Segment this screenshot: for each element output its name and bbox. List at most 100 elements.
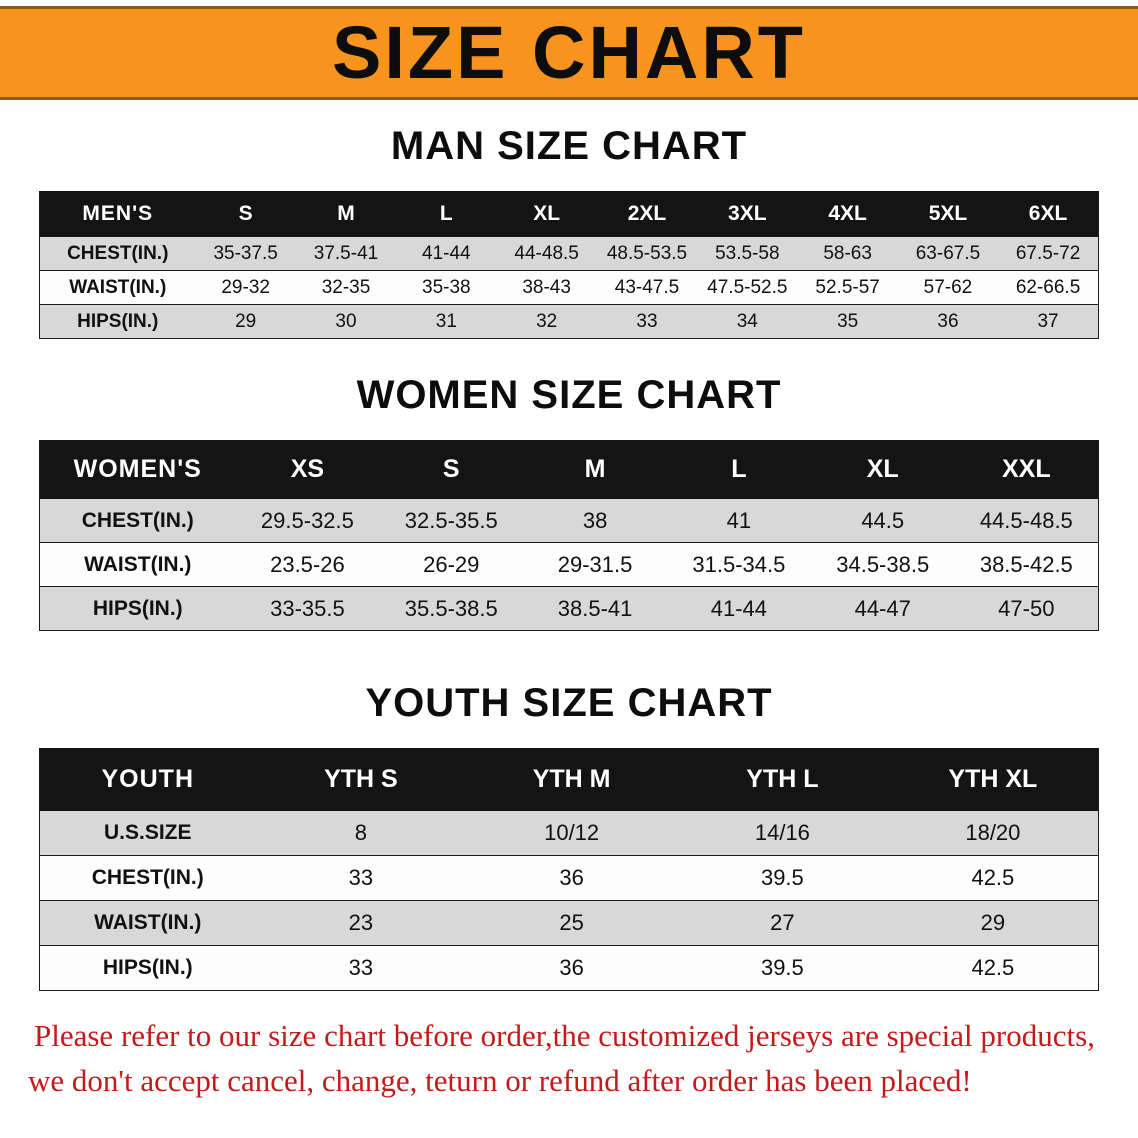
women-table-header-row: WOMEN'S XS S M L XL XXL (39, 440, 1099, 499)
table-cell: 38.5-42.5 (954, 542, 1099, 587)
table-cell: 32-35 (295, 270, 397, 305)
table-cell: 33 (255, 945, 467, 991)
men-chest-row: CHEST(IN.) 35-37.5 37.5-41 41-44 44-48.5… (39, 236, 1099, 271)
table-cell: 18/20 (887, 810, 1099, 856)
size-chart-page: { "banner": { "title": "SIZE CHART" }, "… (0, 6, 1138, 1138)
row-label: HIPS(IN.) (39, 304, 196, 339)
table-cell: 33-35.5 (235, 586, 380, 631)
table-cell: 63-67.5 (897, 236, 999, 271)
table-cell: 44-47 (810, 586, 955, 631)
table-cell: 31.5-34.5 (666, 542, 811, 587)
youth-section-heading: YOUTH SIZE CHART (365, 681, 773, 725)
table-cell: 29.5-32.5 (235, 498, 380, 543)
row-label: CHEST(IN.) (39, 236, 196, 271)
men-size-table: MEN'S S M L XL 2XL 3XL 4XL 5XL 6XL CHEST… (39, 191, 1099, 339)
table-cell: 37.5-41 (295, 236, 397, 271)
table-cell: 26-29 (379, 542, 524, 587)
table-cell: 62-66.5 (998, 270, 1099, 305)
women-chest-row: CHEST(IN.) 29.5-32.5 32.5-35.5 38 41 44.… (39, 498, 1099, 543)
women-size-column-header: XXL (954, 440, 1099, 499)
table-cell: 41-44 (396, 236, 497, 271)
row-label: WAIST(IN.) (39, 900, 256, 946)
men-size-column-header: S (195, 191, 296, 237)
youth-size-column-header: YTH L (677, 748, 888, 811)
table-cell: 35.5-38.5 (379, 586, 524, 631)
table-cell: 41-44 (666, 586, 811, 631)
women-size-column-header: M (523, 440, 667, 499)
table-cell: 48.5-53.5 (596, 236, 698, 271)
row-label: WAIST(IN.) (39, 270, 196, 305)
men-table-corner-label: MEN'S (39, 191, 196, 237)
youth-hips-row: HIPS(IN.) 33 36 39.5 42.5 (39, 945, 1099, 991)
table-cell: 57-62 (897, 270, 999, 305)
table-cell: 8 (255, 810, 467, 856)
men-size-column-header: XL (496, 191, 597, 237)
women-size-column-header: XS (235, 440, 380, 499)
banner-title: SIZE CHART (332, 11, 806, 94)
women-table-corner-label: WOMEN'S (39, 440, 236, 499)
table-cell: 29 (195, 304, 296, 339)
row-label: HIPS(IN.) (39, 945, 256, 991)
table-cell: 35-38 (396, 270, 497, 305)
table-cell: 67.5-72 (998, 236, 1099, 271)
table-cell: 36 (466, 945, 677, 991)
youth-size-table: YOUTH YTH S YTH M YTH L YTH XL U.S.SIZE … (39, 748, 1099, 991)
men-hips-row: HIPS(IN.) 29 30 31 32 33 34 35 36 37 (39, 304, 1099, 339)
table-cell: 38 (523, 498, 667, 543)
table-cell: 58-63 (797, 236, 898, 271)
note-line-2: we don't accept cancel, change, teturn o… (28, 1063, 972, 1098)
men-table-header-row: MEN'S S M L XL 2XL 3XL 4XL 5XL 6XL (39, 191, 1099, 237)
men-waist-row: WAIST(IN.) 29-32 32-35 35-38 38-43 43-47… (39, 270, 1099, 305)
table-cell: 39.5 (677, 945, 888, 991)
table-cell: 32 (496, 304, 597, 339)
table-cell: 35-37.5 (195, 236, 296, 271)
women-hips-row: HIPS(IN.) 33-35.5 35.5-38.5 38.5-41 41-4… (39, 586, 1099, 631)
size-chart-banner: SIZE CHART (0, 6, 1138, 100)
table-cell: 44.5-48.5 (954, 498, 1099, 543)
row-label: WAIST(IN.) (39, 542, 236, 587)
men-section-heading: MAN SIZE CHART (390, 124, 748, 168)
table-cell: 42.5 (887, 855, 1099, 901)
men-size-column-header: 5XL (897, 191, 999, 237)
table-cell: 29-32 (195, 270, 296, 305)
table-cell: 33 (596, 304, 698, 339)
table-cell: 34 (697, 304, 798, 339)
women-waist-row: WAIST(IN.) 23.5-26 26-29 29-31.5 31.5-34… (39, 542, 1099, 587)
table-cell: 42.5 (887, 945, 1099, 991)
row-label: U.S.SIZE (39, 810, 256, 856)
table-cell: 23 (255, 900, 467, 946)
table-cell: 14/16 (677, 810, 888, 856)
table-cell: 37 (998, 304, 1099, 339)
table-cell: 36 (466, 855, 677, 901)
table-cell: 10/12 (466, 810, 677, 856)
youth-size-column-header: YTH M (466, 748, 677, 811)
table-cell: 44.5 (810, 498, 955, 543)
table-cell: 44-48.5 (496, 236, 597, 271)
table-cell: 53.5-58 (697, 236, 798, 271)
table-cell: 36 (897, 304, 999, 339)
table-cell: 30 (295, 304, 397, 339)
row-label: CHEST(IN.) (39, 855, 256, 901)
youth-table-corner-label: YOUTH (39, 748, 256, 811)
table-cell: 35 (797, 304, 898, 339)
men-size-column-header: 2XL (596, 191, 698, 237)
order-policy-note: Please refer to our size chart before or… (0, 1013, 1138, 1103)
table-cell: 47-50 (954, 586, 1099, 631)
table-cell: 38.5-41 (523, 586, 667, 631)
table-cell: 33 (255, 855, 467, 901)
youth-size-column-header: YTH S (255, 748, 467, 811)
youth-waist-row: WAIST(IN.) 23 25 27 29 (39, 900, 1099, 946)
table-cell: 34.5-38.5 (810, 542, 955, 587)
row-label: CHEST(IN.) (39, 498, 236, 543)
table-cell: 41 (666, 498, 811, 543)
table-cell: 29 (887, 900, 1099, 946)
table-cell: 43-47.5 (596, 270, 698, 305)
table-cell: 32.5-35.5 (379, 498, 524, 543)
men-size-column-header: 6XL (998, 191, 1099, 237)
table-cell: 29-31.5 (523, 542, 667, 587)
table-cell: 38-43 (496, 270, 597, 305)
women-size-column-header: L (666, 440, 811, 499)
note-line-1: Please refer to our size chart before or… (34, 1018, 1095, 1053)
table-cell: 27 (677, 900, 888, 946)
youth-table-header-row: YOUTH YTH S YTH M YTH L YTH XL (39, 748, 1099, 811)
